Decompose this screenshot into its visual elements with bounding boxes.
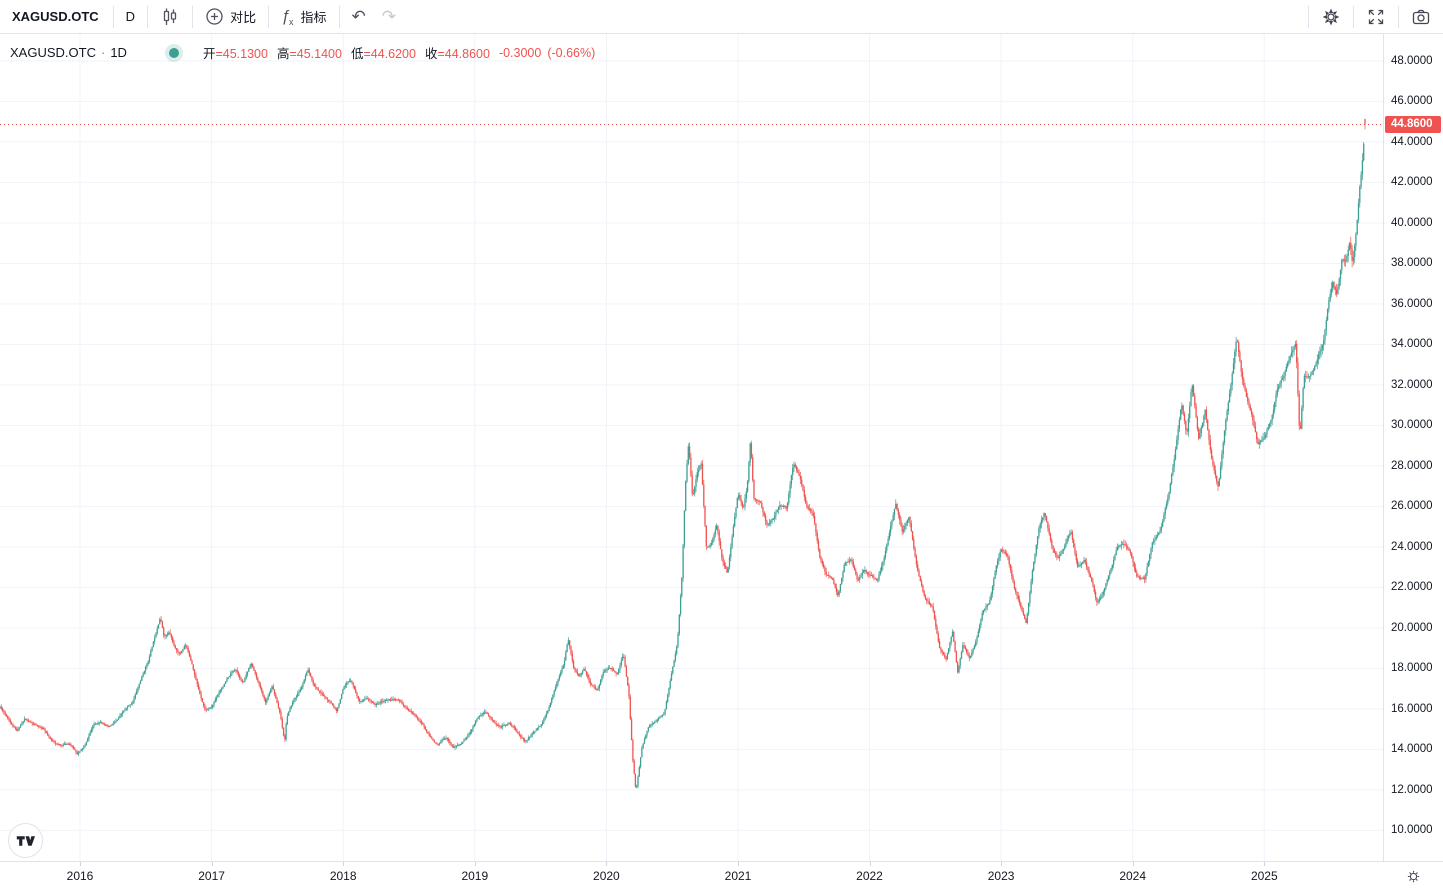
price-axis[interactable]: 44.8600 10.0000 12.0000 14.0000 16.0000 18.0…: [1383, 34, 1443, 861]
last-price-tag: 44.8600: [1385, 116, 1441, 134]
top-toolbar: XAGUSD.OTC D 对比 ƒx: [0, 0, 1443, 34]
legend-change-pct: (-0.66%): [547, 45, 596, 60]
time-tick-mark: [738, 862, 739, 866]
indicators-label: 指标: [300, 10, 327, 25]
compare-label: 对比: [230, 10, 257, 25]
price-tick-label: 10.0000: [1391, 824, 1433, 837]
camera-icon: [1411, 7, 1431, 27]
fullscreen-icon: [1366, 7, 1386, 27]
tradingview-logo[interactable]: [8, 823, 43, 858]
market-status-dot: [168, 47, 179, 58]
price-tick-label: 16.0000: [1391, 702, 1433, 715]
plus-circle-icon: [205, 7, 224, 26]
price-tick-label: 44.0000: [1391, 135, 1433, 148]
legend-close: 收=44.8600: [424, 47, 490, 61]
fx-icon: ƒx: [281, 7, 294, 27]
time-tick-mark: [1132, 862, 1134, 866]
time-axis-settings-button[interactable]: [1404, 867, 1422, 885]
time-tick-mark: [80, 862, 81, 866]
price-tick-label: 48.0000: [1391, 54, 1433, 67]
price-tick-label: 36.0000: [1391, 297, 1433, 310]
legend-open: 开=45.1300: [202, 47, 268, 61]
settings-button[interactable]: [1309, 0, 1353, 33]
chart-type-button[interactable]: [148, 0, 192, 33]
time-tick-label: 2019: [461, 869, 489, 883]
price-tick-label: 20.0000: [1391, 621, 1433, 634]
time-tick-mark: [1264, 862, 1266, 866]
price-tick-label: 26.0000: [1391, 500, 1433, 513]
candle-wicks-down: [0, 118, 1366, 788]
chart-plot[interactable]: XAGUSD.OTC · 1D 开=45.1300 高=45.1400 低=44…: [0, 34, 1383, 861]
indicators-button[interactable]: ƒx 指标: [269, 0, 338, 33]
time-tick-mark: [606, 862, 608, 866]
gear-icon: [1321, 7, 1341, 27]
time-axis[interactable]: 2016 2017 2018 2019 2020 2021 2022 2023 2024 2025: [0, 861, 1443, 891]
legend-change: -0.3000: [498, 45, 542, 60]
price-tick-label: 22.0000: [1391, 581, 1433, 594]
price-tick-label: 38.0000: [1391, 257, 1433, 270]
candle-bodies-up: [0, 143, 1365, 788]
toolbar-left-group: XAGUSD.OTC D 对比 ƒx: [0, 0, 408, 33]
legend-low: 低=44.6200: [350, 47, 416, 61]
price-tick-label: 14.0000: [1391, 743, 1433, 756]
compare-button[interactable]: 对比: [193, 0, 268, 33]
candle-wicks-up: [0, 142, 1365, 789]
price-tick-label: 28.0000: [1391, 459, 1433, 472]
screenshot-button[interactable]: [1399, 0, 1443, 33]
time-tick-mark: [869, 862, 871, 866]
time-tick-label: 2024: [1119, 869, 1147, 883]
symbol-label: XAGUSD.OTC: [12, 9, 99, 24]
toolbar-divider: [1398, 5, 1399, 28]
time-tick-label: 2018: [329, 869, 357, 883]
toolbar-divider: [1353, 5, 1354, 28]
time-tick-mark: [211, 862, 213, 866]
legend-high: 高=45.1400: [276, 47, 342, 61]
toolbar-divider: [1308, 5, 1309, 28]
toolbar-divider: [192, 5, 194, 28]
price-tick-label: 32.0000: [1391, 378, 1433, 391]
symbol-button[interactable]: XAGUSD.OTC: [0, 0, 113, 33]
time-tick-label: 2020: [593, 869, 620, 883]
time-tick-mark: [1001, 862, 1003, 866]
interval-button[interactable]: D: [114, 0, 147, 33]
price-tick-label: 30.0000: [1391, 419, 1433, 432]
price-tick-label: 42.0000: [1391, 176, 1433, 189]
toolbar-divider: [338, 5, 340, 28]
price-tick-label: 12.0000: [1391, 783, 1433, 796]
interval-label: D: [125, 9, 136, 24]
tv-logo-glyph: [16, 835, 35, 846]
candlestick-chart-icon: [160, 7, 180, 27]
candle-bodies-down: [0, 119, 1366, 787]
time-tick-mark: [474, 862, 476, 866]
chart-legend[interactable]: XAGUSD.OTC · 1D 开=45.1300 高=45.1400 低=44…: [10, 43, 601, 62]
redo-icon: ↷: [381, 7, 396, 26]
legend-separator: ·: [100, 45, 106, 60]
time-tick-label: 2023: [987, 869, 1015, 883]
price-tick-label: 18.0000: [1391, 662, 1433, 675]
legend-symbol: XAGUSD.OTC: [10, 45, 96, 60]
time-tick-mark: [343, 862, 345, 866]
toolbar-divider: [112, 5, 114, 28]
redo-button[interactable]: ↷: [378, 0, 408, 33]
toolbar-right-group: [1308, 0, 1443, 33]
toolbar-divider: [147, 5, 149, 28]
time-tick-label: 2022: [856, 869, 883, 883]
undo-button[interactable]: ↶: [340, 0, 378, 33]
price-tick-label: 34.0000: [1391, 338, 1433, 351]
small-gear-icon: [1407, 870, 1419, 882]
fullscreen-button[interactable]: [1354, 0, 1398, 33]
undo-icon: ↶: [351, 7, 366, 26]
price-tick-label: 40.0000: [1391, 216, 1433, 229]
price-tick-label: 46.0000: [1391, 95, 1433, 108]
time-tick-label: 2017: [198, 869, 225, 883]
grid-lines: [0, 34, 1383, 861]
time-tick-label: 2021: [724, 869, 752, 883]
legend-interval: 1D: [110, 45, 127, 60]
candlestick-chart: [0, 34, 1383, 861]
price-tick-label: 24.0000: [1391, 540, 1433, 553]
toolbar-divider: [268, 5, 270, 28]
time-tick-label: 2016: [66, 869, 94, 883]
time-tick-label: 2025: [1250, 869, 1278, 883]
